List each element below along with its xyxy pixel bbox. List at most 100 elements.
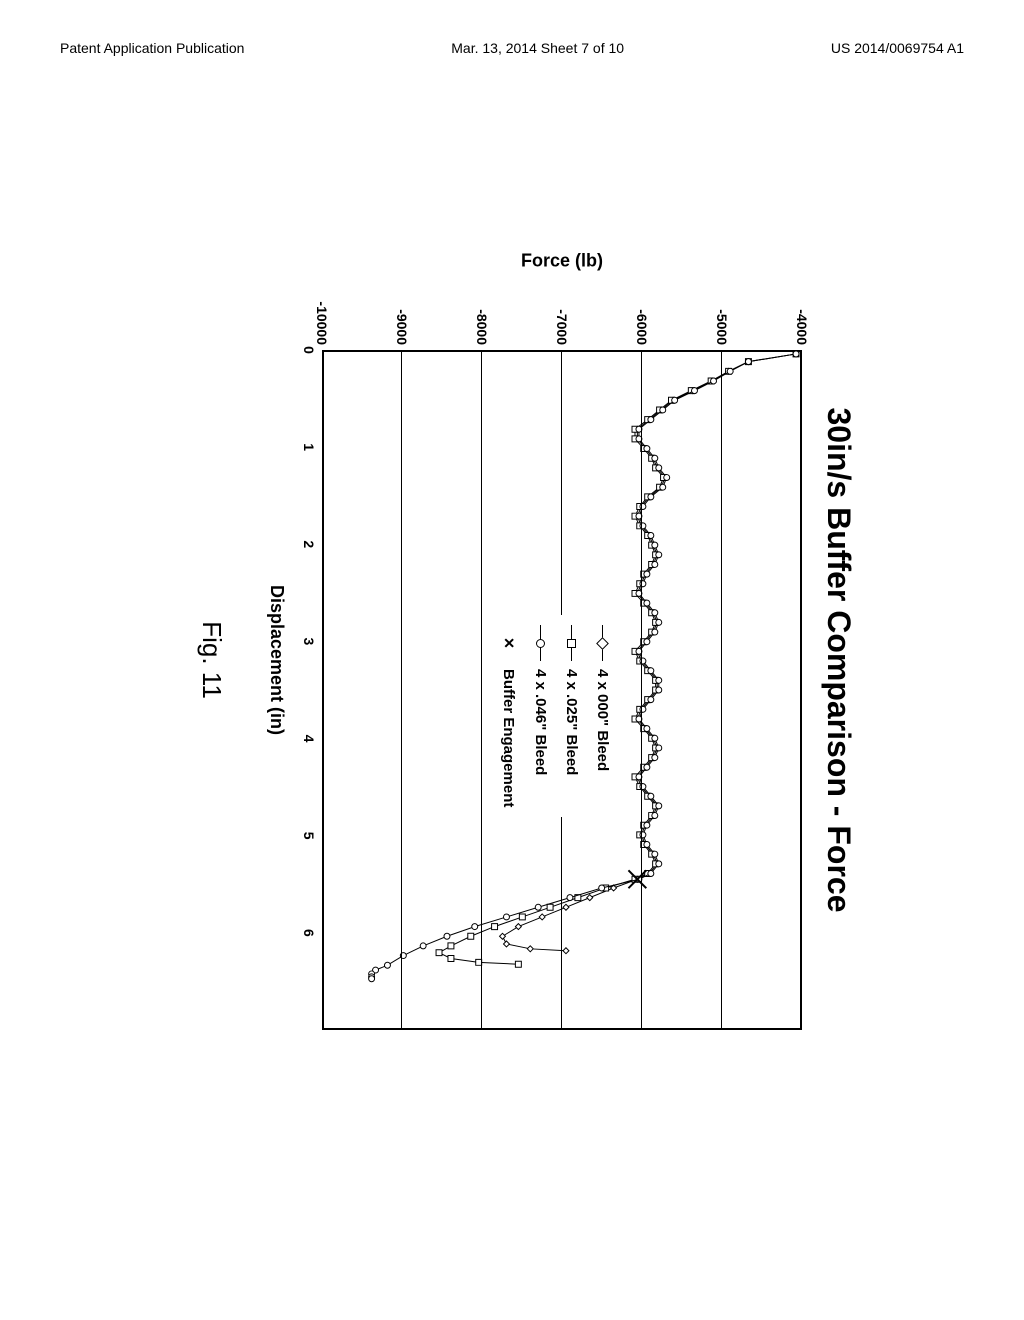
data-point xyxy=(648,793,654,799)
data-point xyxy=(563,904,569,910)
x-tick-label: 6 xyxy=(301,929,317,937)
y-tick-label: -10000 xyxy=(314,285,330,345)
data-point xyxy=(656,687,662,693)
legend-item-2: 4 x .046" Bleed xyxy=(532,625,549,807)
y-tick-label: -8000 xyxy=(474,285,490,345)
gridline xyxy=(641,350,642,1030)
data-point xyxy=(648,417,654,423)
data-point xyxy=(515,924,521,930)
data-point xyxy=(727,368,733,374)
data-point xyxy=(539,914,545,920)
x-tick-label: 1 xyxy=(301,443,317,451)
data-point xyxy=(652,813,658,819)
data-point xyxy=(503,914,509,920)
data-point xyxy=(644,764,650,770)
data-point xyxy=(492,924,498,930)
data-point xyxy=(652,561,658,567)
gridline xyxy=(481,350,482,1030)
data-point xyxy=(436,950,442,956)
data-point xyxy=(644,726,650,732)
data-point xyxy=(656,677,662,683)
series-line xyxy=(439,354,796,964)
y-tick-label: -6000 xyxy=(634,285,650,345)
diamond-marker-icon xyxy=(598,625,607,661)
data-point xyxy=(527,946,533,952)
data-point xyxy=(656,745,662,751)
header-center: Mar. 13, 2014 Sheet 7 of 10 xyxy=(451,40,624,56)
data-point xyxy=(599,885,605,891)
x-tick-label: 5 xyxy=(301,832,317,840)
data-point xyxy=(563,948,569,954)
data-point xyxy=(656,861,662,867)
data-point xyxy=(656,619,662,625)
data-point xyxy=(644,639,650,645)
data-point xyxy=(648,697,654,703)
data-point xyxy=(652,755,658,761)
data-point xyxy=(644,600,650,606)
x-tick-label: 0 xyxy=(301,346,317,354)
y-tick-label: -4000 xyxy=(794,285,810,345)
data-point xyxy=(652,735,658,741)
data-point xyxy=(500,933,506,939)
data-point xyxy=(656,552,662,558)
chart-title: 30in/s Buffer Comparison - Force xyxy=(820,210,857,1110)
page-header: Patent Application Publication Mar. 13, … xyxy=(60,40,964,56)
legend-label-1: 4 x .025" Bleed xyxy=(563,669,580,775)
y-axis-label: Force (lb) xyxy=(521,251,603,272)
y-tick-label: -9000 xyxy=(394,285,410,345)
y-tick-label: -7000 xyxy=(554,285,570,345)
data-point xyxy=(664,475,670,481)
legend-label-0: 4 x 000" Bleed xyxy=(594,669,611,771)
data-point xyxy=(519,914,525,920)
figure-label: Fig. 11 xyxy=(196,210,227,1110)
data-point xyxy=(503,941,509,947)
header-right: US 2014/0069754 A1 xyxy=(831,40,964,56)
data-point xyxy=(692,388,698,394)
legend-item-0: 4 x 000" Bleed xyxy=(594,625,611,807)
x-tick-label: 4 xyxy=(301,735,317,743)
legend: 4 x 000" Bleed 4 x .025" Bleed 4 x .046"… xyxy=(494,615,617,817)
gridline xyxy=(721,350,722,1030)
data-point xyxy=(567,895,573,901)
data-point xyxy=(652,629,658,635)
data-point xyxy=(660,484,666,490)
data-point xyxy=(448,955,454,961)
data-point xyxy=(648,871,654,877)
data-point xyxy=(656,465,662,471)
legend-item-1: 4 x .025" Bleed xyxy=(563,625,580,807)
data-point xyxy=(660,407,666,413)
legend-item-3: × Buffer Engagement xyxy=(500,625,518,807)
data-point xyxy=(672,397,678,403)
gridline xyxy=(401,350,402,1030)
x-axis-label: Displacement (in) xyxy=(266,210,287,1110)
data-point xyxy=(745,359,751,365)
data-point xyxy=(384,962,390,968)
data-point xyxy=(652,542,658,548)
data-point xyxy=(793,351,799,357)
legend-label-3: Buffer Engagement xyxy=(501,669,518,807)
x-tick-label: 3 xyxy=(301,638,317,646)
data-point xyxy=(515,961,521,967)
circle-marker-icon xyxy=(536,625,545,661)
data-point xyxy=(547,904,553,910)
data-point xyxy=(711,378,717,384)
data-point xyxy=(644,822,650,828)
y-tick-label: -5000 xyxy=(714,285,730,345)
x-tick-label: 2 xyxy=(301,540,317,548)
chart-box: 30in/s Buffer Comparison - Force -4000 -5… xyxy=(162,210,862,1110)
data-point xyxy=(420,943,426,949)
data-point xyxy=(535,904,541,910)
data-point xyxy=(648,668,654,674)
data-point xyxy=(652,851,658,857)
data-point xyxy=(587,895,593,901)
legend-label-2: 4 x .046" Bleed xyxy=(532,669,549,775)
data-point xyxy=(644,571,650,577)
data-point xyxy=(448,943,454,949)
data-point xyxy=(648,533,654,539)
data-point xyxy=(444,933,450,939)
square-marker-icon xyxy=(567,625,576,661)
data-point xyxy=(644,446,650,452)
data-point xyxy=(468,933,474,939)
data-point xyxy=(652,455,658,461)
data-point xyxy=(472,924,478,930)
